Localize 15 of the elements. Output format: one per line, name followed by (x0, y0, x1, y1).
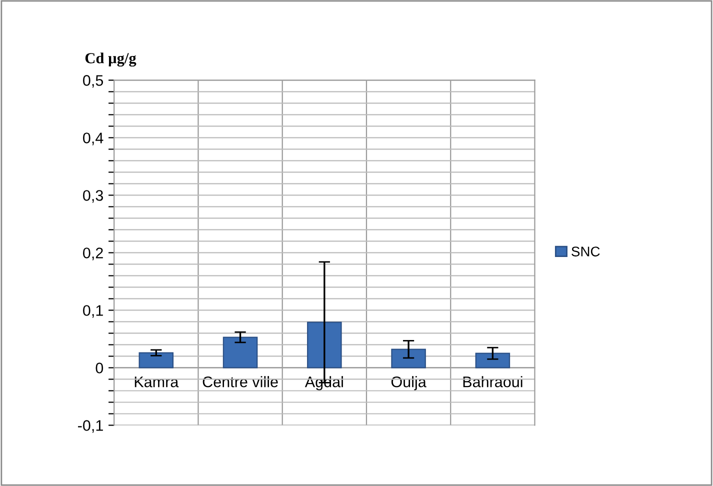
bar (391, 348, 426, 368)
y-tick-label: 0,5 (83, 75, 104, 88)
legend-label: SNC (572, 246, 600, 256)
y-tick-label: 0,3 (83, 190, 103, 203)
y-tick-label: 0,4 (83, 132, 104, 146)
bar (222, 336, 258, 368)
bar (475, 352, 510, 368)
y-axis-title: Cd µg/g (85, 52, 136, 67)
bar (138, 352, 174, 368)
x-tick-label: Oulja (391, 376, 426, 390)
y-tick-label: 0,1 (83, 305, 103, 318)
bar (307, 322, 342, 368)
y-tick-label: -0,1 (78, 420, 103, 433)
y-tick-label: 0,2 (83, 248, 103, 260)
y-tick-label: 0 (96, 362, 104, 374)
